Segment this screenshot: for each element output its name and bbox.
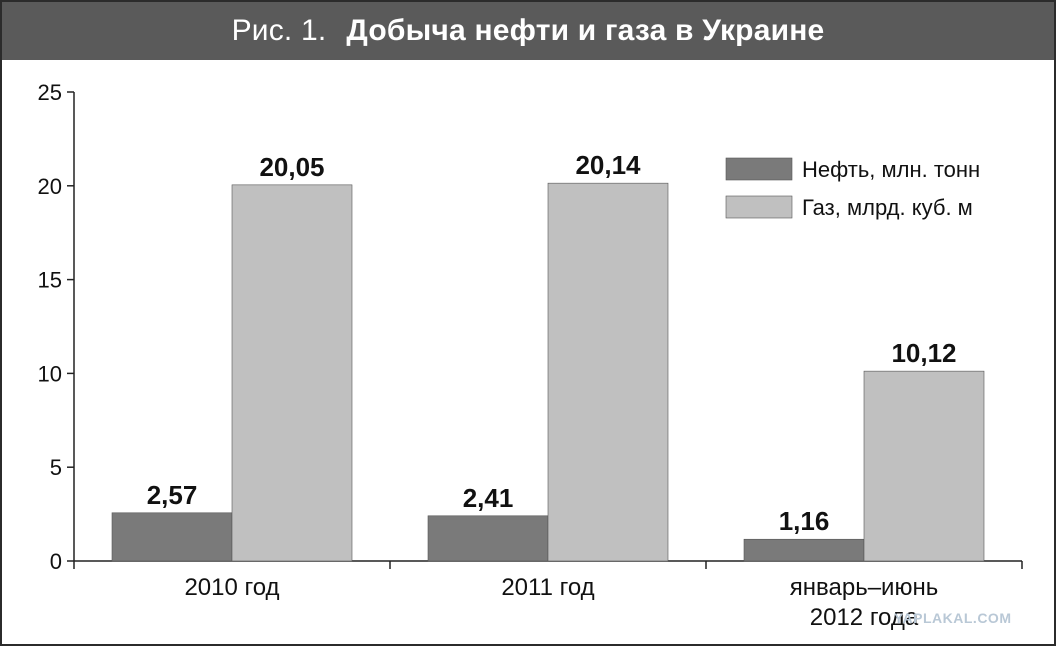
x-category-label: январь–июнь xyxy=(790,574,938,601)
legend-swatch xyxy=(725,157,793,181)
data-label: 2,41 xyxy=(463,483,514,513)
data-label: 10,12 xyxy=(891,338,956,368)
legend-swatch xyxy=(725,195,793,219)
y-tick-label: 5 xyxy=(50,455,62,480)
bar xyxy=(547,182,669,562)
bar xyxy=(427,515,549,562)
figure-number: Рис. 1. xyxy=(231,14,327,47)
y-tick-label: 25 xyxy=(38,80,62,105)
y-tick-label: 10 xyxy=(38,361,62,386)
chart-title: Добыча нефти и газа в Украине xyxy=(346,14,825,47)
bar xyxy=(231,184,353,562)
data-label: 20,14 xyxy=(575,150,641,180)
x-category-label: 2012 года xyxy=(810,604,919,631)
legend-label: Газ, млрд. куб. м xyxy=(802,195,973,220)
bar xyxy=(111,512,233,562)
y-tick-label: 0 xyxy=(50,549,62,574)
data-label: 1,16 xyxy=(779,506,830,536)
legend-label: Нефть, млн. тонн xyxy=(802,157,980,182)
bar xyxy=(743,538,865,562)
y-tick-label: 20 xyxy=(38,174,62,199)
x-category-label: 2011 год xyxy=(501,574,594,601)
watermark: YAPLAKAL.COM xyxy=(894,610,1012,626)
title-bar: Рис. 1. Добыча нефти и газа в Украине xyxy=(2,2,1054,60)
x-category-label: 2010 год xyxy=(184,574,279,601)
data-label: 20,05 xyxy=(259,152,324,182)
y-tick-label: 15 xyxy=(38,268,62,293)
bar xyxy=(863,370,985,562)
data-label: 2,57 xyxy=(147,480,198,510)
